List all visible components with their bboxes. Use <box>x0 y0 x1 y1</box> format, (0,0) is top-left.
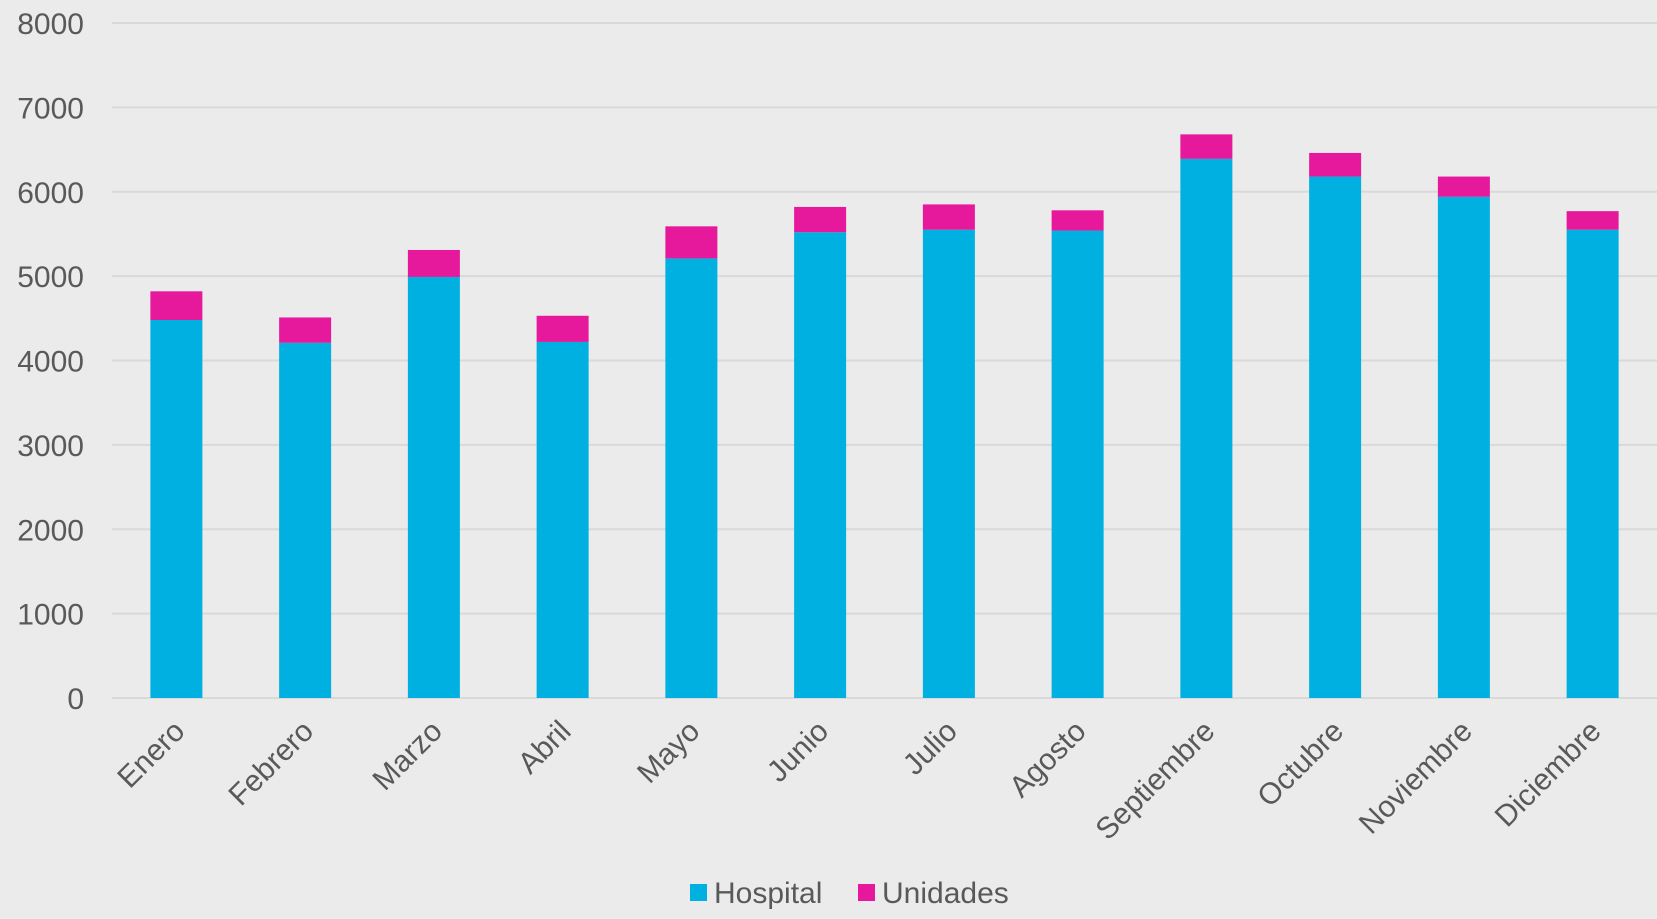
legend-swatch-hospital <box>690 884 707 901</box>
bar-unidades-noviembre <box>1437 176 1490 197</box>
legend-swatch-unidades <box>858 884 875 901</box>
bar-hospital-enero <box>150 320 203 698</box>
bars <box>150 134 1619 698</box>
legend: Hospital Unidades <box>690 877 1009 910</box>
x-category-label: Marzo <box>367 715 449 797</box>
bar-unidades-enero <box>150 291 203 320</box>
y-tick-label: 2000 <box>17 514 84 547</box>
x-category-label: Diciembre <box>1489 715 1608 834</box>
bar-hospital-agosto <box>1051 230 1104 698</box>
y-axis-ticks: 0 1000 2000 3000 4000 5000 6000 7000 8000 <box>17 8 84 716</box>
y-tick-label: 3000 <box>17 430 84 463</box>
bar-unidades-abril <box>536 315 589 342</box>
bar-unidades-julio <box>922 204 975 230</box>
y-tick-label: 7000 <box>17 92 84 125</box>
bar-unidades-diciembre <box>1566 211 1619 230</box>
bar-hospital-junio <box>794 232 847 698</box>
bar-hospital-marzo <box>407 276 460 698</box>
bar-unidades-junio <box>794 206 847 233</box>
legend-label-hospital: Hospital <box>714 877 822 910</box>
x-category-label: Enero <box>111 715 191 795</box>
x-category-label: Febrero <box>222 715 320 813</box>
x-category-label: Mayo <box>631 715 706 790</box>
x-category-label: Julio <box>897 715 964 782</box>
bar-unidades-febrero <box>279 317 332 343</box>
y-tick-label: 4000 <box>17 346 84 379</box>
bar-unidades-agosto <box>1051 210 1104 231</box>
y-tick-label: 0 <box>67 683 84 716</box>
bar-hospital-febrero <box>279 342 332 698</box>
bar-hospital-julio <box>922 229 975 698</box>
x-category-label: Agosto <box>1003 715 1092 804</box>
bar-hospital-diciembre <box>1566 229 1619 698</box>
bar-hospital-noviembre <box>1437 196 1490 698</box>
bar-hospital-octubre <box>1309 176 1362 698</box>
x-category-label: Abril <box>512 715 578 781</box>
bar-hospital-mayo <box>665 258 718 698</box>
y-tick-label: 6000 <box>17 177 84 210</box>
y-tick-label: 8000 <box>17 8 84 41</box>
bar-unidades-mayo <box>665 226 718 259</box>
bar-unidades-octubre <box>1309 152 1362 177</box>
grid-layer <box>112 22 1657 699</box>
x-category-label: Junio <box>761 715 835 789</box>
legend-label-unidades: Unidades <box>882 877 1009 910</box>
x-category-label: Septiembre <box>1090 715 1222 847</box>
x-axis-categories: Enero Febrero Marzo Abril Mayo Junio Julio Agos… <box>111 715 1607 847</box>
y-tick-label: 5000 <box>17 261 84 294</box>
x-category-label: Noviembre <box>1353 715 1479 841</box>
bar-unidades-marzo <box>407 249 460 277</box>
bar-hospital-abril <box>536 341 589 698</box>
bar-unidades-septiembre <box>1180 134 1233 159</box>
x-category-label: Octubre <box>1251 715 1350 814</box>
bar-hospital-septiembre <box>1180 158 1233 698</box>
y-tick-label: 1000 <box>17 599 84 632</box>
